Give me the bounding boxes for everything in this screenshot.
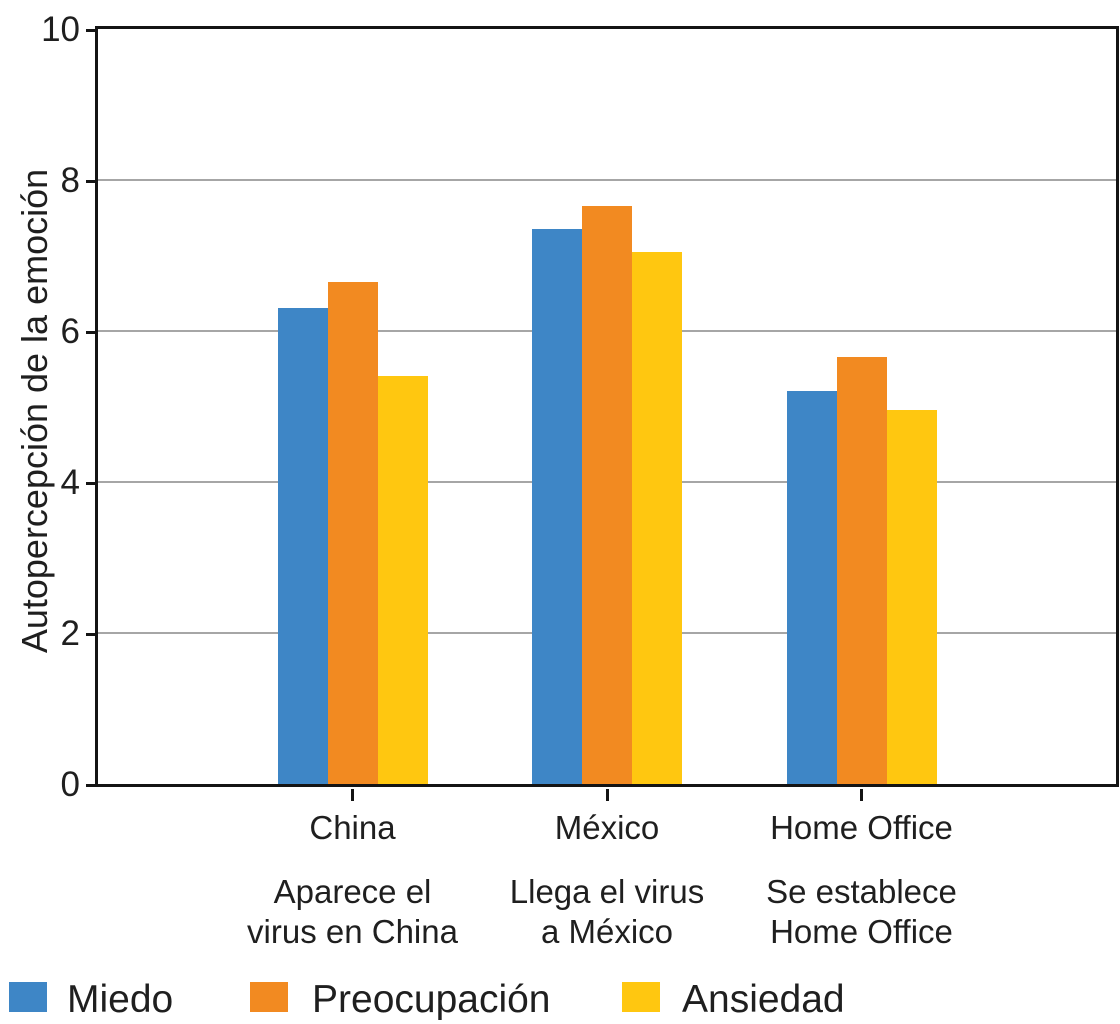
x-tick-1 <box>351 789 354 801</box>
x-tick-3 <box>860 789 863 801</box>
x-sublabel-3: Se establece Home Office <box>766 873 957 950</box>
y-tick-label-8: 8 <box>60 161 80 200</box>
bar-miedo-méxico <box>532 229 582 784</box>
y-tick-0 <box>86 784 97 787</box>
y-tick-label-4: 4 <box>60 463 80 502</box>
y-axis-title: Autopercepción de la emoción <box>14 168 55 654</box>
y-tick-label-0: 0 <box>60 765 80 804</box>
y-tick-2 <box>86 633 97 636</box>
y-tick-label-6: 6 <box>60 312 80 351</box>
legend: Miedo Preocupación Ansiedad <box>0 976 1120 1024</box>
gridline-8 <box>98 179 1116 181</box>
bar-ansiedad-china <box>377 376 428 784</box>
y-tick-label-10: 10 <box>41 10 80 49</box>
bar-miedo-home-office <box>786 391 837 784</box>
bar-ansiedad-home-office <box>886 410 937 784</box>
y-tick-8 <box>86 180 97 183</box>
legend-label-preocupación: Preocupación <box>312 978 551 1021</box>
y-tick-6 <box>86 331 97 334</box>
plot-area <box>95 26 1119 787</box>
y-tick-10 <box>86 29 97 32</box>
legend-swatch-ansiedad <box>622 982 660 1012</box>
bar-preocupación-china <box>327 281 378 784</box>
bar-preocupación-home-office <box>836 357 887 784</box>
x-category-label-2: México <box>554 809 660 846</box>
legend-label-miedo: Miedo <box>67 978 174 1021</box>
x-category-label-1: China <box>309 809 396 846</box>
x-sublabel-1: Aparece el virus en China <box>247 873 458 950</box>
legend-label-ansiedad: Ansiedad <box>682 978 845 1021</box>
x-category-label-3: Home Office <box>770 809 953 846</box>
y-tick-4 <box>86 482 97 485</box>
bar-ansiedad-méxico <box>632 251 682 784</box>
x-sublabel-2: Llega el virus a México <box>509 873 705 950</box>
bar-miedo-china <box>277 308 328 784</box>
legend-swatch-preocupación <box>250 982 288 1012</box>
x-tick-2 <box>605 789 609 801</box>
legend-swatch-miedo <box>9 982 47 1012</box>
bar-preocupación-méxico <box>582 206 632 784</box>
y-tick-label-2: 2 <box>60 614 80 653</box>
